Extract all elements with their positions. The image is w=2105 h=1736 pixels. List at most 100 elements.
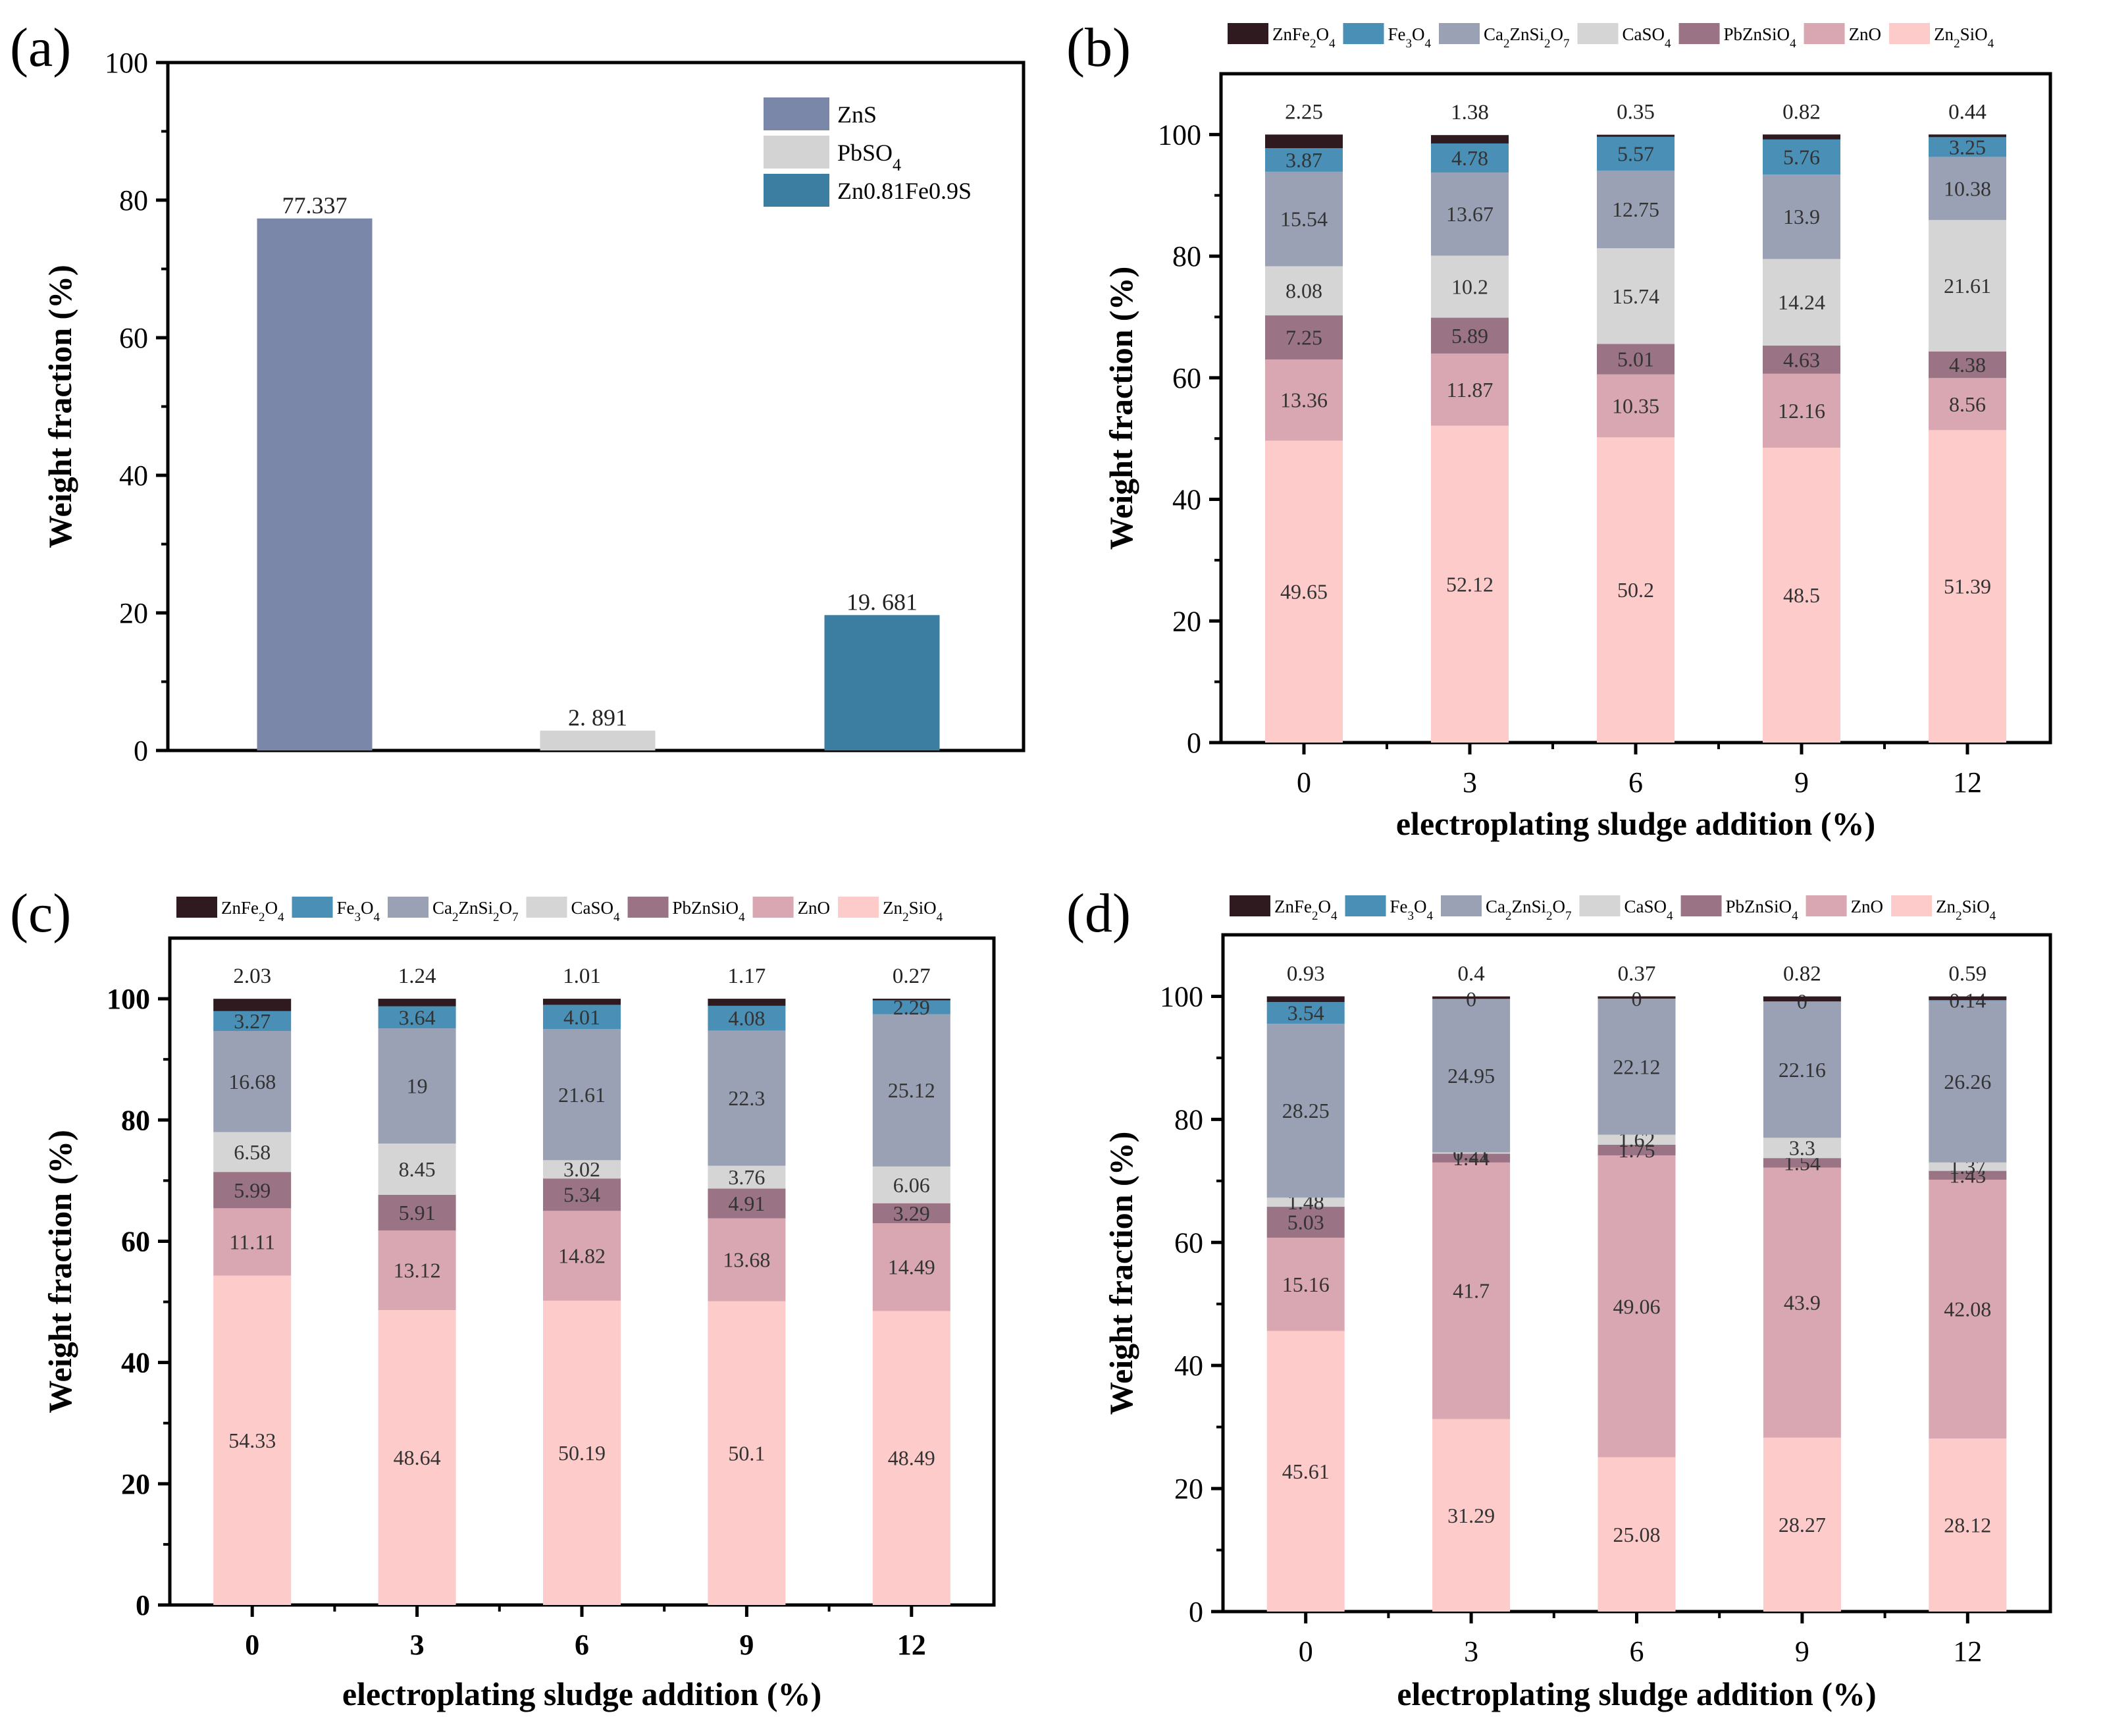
bar-segment-Ca2ZnSi2O7 — [1431, 172, 1509, 256]
legend-sub: 4 — [613, 910, 620, 924]
legend-sub: 2 — [1310, 37, 1316, 51]
segment-label: 11.87 — [1447, 378, 1494, 402]
segment-label: 3.25 — [1949, 135, 1986, 159]
bar-segment-ZnO — [1929, 378, 2006, 431]
legend-sub: 2 — [259, 910, 265, 924]
bar-segment-Fe3O4 — [213, 1011, 292, 1031]
y-tick-label: 100 — [107, 983, 150, 1015]
legend-sub: 7 — [512, 910, 519, 924]
segment-label: 10.38 — [1944, 176, 1991, 200]
segment-label: 12.75 — [1612, 197, 1659, 221]
segment-label: 16.68 — [228, 1070, 276, 1093]
legend-part: SiO — [1962, 897, 1990, 916]
legend-sub: 4 — [1427, 909, 1434, 923]
legend-sub: 4 — [1665, 37, 1671, 51]
legend-sub: 4 — [1667, 909, 1673, 923]
legend-part: PbZnSiO — [673, 898, 739, 918]
bar-segment-Ca2ZnSi2O7 — [1266, 1024, 1345, 1198]
legend-label-text: PbSO — [837, 140, 893, 166]
y-tick-label: 80 — [121, 1104, 150, 1136]
segment-label: 10.2 — [1451, 275, 1488, 298]
bar-segment-Fe3O4 — [1597, 136, 1675, 171]
bar-segment-ZnFe2O4 — [1597, 134, 1675, 137]
panel-a: (a) 0 20 40 60 80 100 77.337 2. 891 19. 681 Weight… — [10, 17, 1026, 767]
segment-label: 5.34 — [563, 1183, 600, 1207]
segment-label: 25.12 — [888, 1078, 935, 1102]
legend-swatch-CaSO4 — [1577, 23, 1619, 44]
bar-segment-ZnO — [1266, 1238, 1345, 1331]
x-tick-label: 0 — [1297, 766, 1311, 799]
segment-label: 3.27 — [234, 1009, 271, 1033]
bar-segment-CaSO4 — [1929, 1162, 2007, 1171]
bar-segment-PbZnSiO4 — [1929, 1170, 2007, 1180]
segment-label: 22.16 — [1779, 1058, 1826, 1082]
legend-label-Fe3O4: Fe3O4 — [1388, 24, 1432, 51]
segment-label: 13.12 — [394, 1259, 441, 1282]
y-tick-label: 60 — [1172, 362, 1201, 394]
legend-part: Ca — [1484, 24, 1503, 44]
legend-swatch-ZnO — [1804, 23, 1845, 44]
bar-segment-CaSO4 — [213, 1132, 292, 1172]
bar-segment-ZnO — [1763, 373, 1840, 448]
bar-segment-PbZnSiO4 — [1432, 1153, 1511, 1163]
legend-label-Zn2SiO4: Zn2SiO4 — [883, 898, 943, 924]
legend-part: O — [1553, 897, 1566, 916]
segment-label: 4.78 — [1451, 146, 1488, 170]
segment-label: 3.87 — [1286, 148, 1322, 172]
bar-value-label: 19. 681 — [846, 589, 918, 615]
bar-segment-Fe3O4 — [378, 1006, 456, 1029]
segment-label: 5.89 — [1451, 324, 1488, 348]
bar-segment-Fe3O4 — [1929, 1000, 2007, 1001]
legend-swatch-Zn2SiO4 — [1891, 895, 1933, 916]
legend-label-Ca2ZnSi2O7: Ca2ZnSi2O7 — [432, 898, 519, 924]
bar-segment-PbZnSiO4 — [872, 1203, 950, 1224]
legend-swatch-Fe3O4 — [292, 897, 333, 918]
legend-part: Zn — [1936, 897, 1956, 916]
segment-label: 13.68 — [723, 1248, 770, 1272]
x-tick-label: 9 — [1795, 1635, 1809, 1668]
segment-label: 22.12 — [1613, 1055, 1661, 1078]
legend-sub: 3 — [355, 910, 361, 924]
segment-label: 50.1 — [728, 1441, 765, 1465]
x-tick-label: 6 — [575, 1629, 589, 1661]
segment-label: 3.64 — [399, 1005, 436, 1029]
segment-label: 31.29 — [1447, 1504, 1495, 1527]
y-tick-label: 40 — [1174, 1350, 1203, 1382]
legend-part: ZnFe — [1272, 24, 1310, 44]
legend-part: O — [1551, 24, 1564, 44]
legend-part: ZnO — [1851, 897, 1884, 916]
bar-segment-ZnFe2O4 — [1432, 996, 1511, 999]
x-tick-label: 6 — [1630, 1635, 1644, 1668]
legend-swatch-Fe3O4 — [1343, 23, 1384, 44]
segment-label: 4.91 — [728, 1192, 765, 1215]
bar-segment-Zn2SiO4 — [213, 1275, 292, 1605]
bar-segment-Zn2SiO4 — [543, 1300, 621, 1605]
segment-label: 14.49 — [888, 1255, 935, 1279]
x-axis-title: electroplating sludge addition (%) — [342, 1675, 821, 1712]
bar-segment-ZnO — [872, 1223, 950, 1311]
bar-segment-ZnFe2O4 — [213, 999, 292, 1011]
segment-label: 28.25 — [1282, 1099, 1330, 1122]
bar-segment-ZnFe2O4 — [708, 999, 786, 1006]
y-tick-label: 20 — [1172, 605, 1201, 637]
segment-label: 8.08 — [1286, 279, 1322, 303]
legend-sub: 2 — [1505, 909, 1512, 923]
legend-sub: 2 — [1954, 37, 1960, 51]
bar-segment-Fe3O4 — [708, 1005, 786, 1031]
legend-sub: 4 — [1331, 909, 1338, 923]
x-tick-label: 3 — [410, 1629, 425, 1661]
legend-label-CaSO4: CaSO4 — [1623, 24, 1672, 51]
x-tick-label: 0 — [245, 1629, 259, 1661]
legend-part: O — [1414, 897, 1427, 916]
bar-segment-Ca2ZnSi2O7 — [1598, 998, 1676, 1135]
legend-swatch-ZnFe2O4 — [1228, 23, 1268, 44]
legend-sub: 2 — [452, 910, 459, 924]
bar-segment-ZnO — [213, 1208, 292, 1276]
segment-label: 0.44 — [1948, 100, 1987, 124]
segment-label: 21.61 — [558, 1083, 606, 1107]
bar-segment-CaSO4 — [1266, 1197, 1345, 1207]
legend-swatch-PbZnSiO4 — [1678, 23, 1720, 44]
x-tick-label: 12 — [1953, 1635, 1982, 1668]
